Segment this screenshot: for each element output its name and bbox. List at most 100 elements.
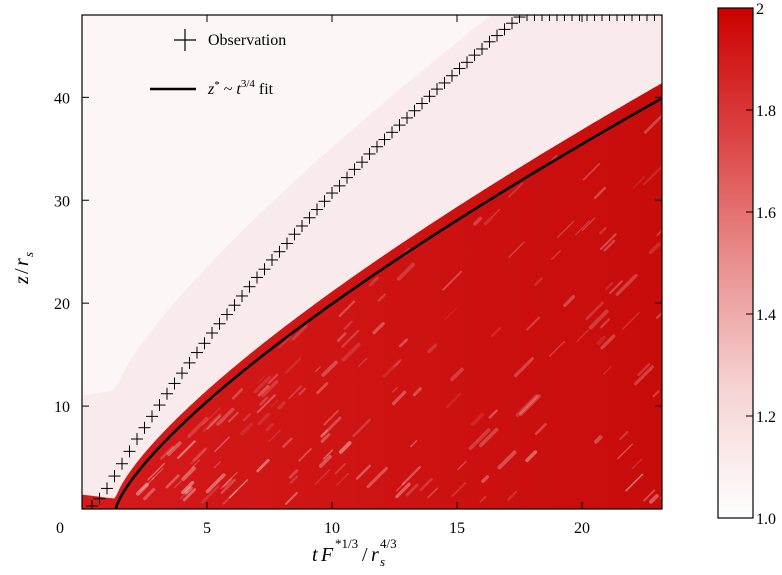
x-tick-label: 10: [324, 520, 340, 537]
heatmap-streak: [427, 487, 439, 499]
heatmap-streak: [292, 324, 309, 341]
heatmap-streak: [549, 341, 565, 357]
heatmap-streak: [202, 412, 222, 433]
heatmap-streak: [643, 489, 656, 502]
observation-marker: [108, 470, 121, 483]
y-axis-title: z / r s: [11, 252, 36, 285]
heatmap-streak: [191, 459, 201, 469]
heatmap-streak: [318, 454, 332, 468]
heatmap-streak: [355, 464, 371, 480]
heatmap-streak: [596, 335, 606, 346]
heatmap-streak: [288, 385, 303, 400]
heatmap-streak: [398, 338, 409, 348]
heatmap-streak: [368, 276, 379, 287]
observation-marker: [648, 15, 661, 21]
observation-marker: [86, 499, 98, 509]
heatmap-streak: [470, 412, 484, 427]
heatmap-streak: [231, 388, 243, 400]
svg-text:s: s: [380, 554, 385, 569]
observation-marker: [281, 237, 293, 250]
legend-label-fit: z* ~ t3/4 fit: [207, 78, 274, 98]
heatmap-streak: [656, 229, 662, 237]
heatmap-streak: [508, 182, 524, 198]
observation-marker: [221, 308, 233, 321]
observation-marker: [348, 163, 361, 176]
observation-marker: [153, 399, 166, 412]
heatmap-streak: [257, 375, 266, 384]
observation-marker: [401, 111, 413, 124]
heatmap-streak: [450, 367, 464, 382]
heatmap-streaks: [136, 114, 662, 505]
heatmap-streak: [497, 450, 517, 470]
observation-marker: [528, 15, 541, 21]
observation-marker: [573, 15, 586, 21]
observation-marker: [513, 15, 526, 24]
legend-entry-fit: z* ~ t3/4 fit: [150, 78, 274, 98]
observation-marker: [641, 15, 653, 21]
heatmap-streak: [483, 216, 494, 226]
colorbar-tick-label: 1.8: [756, 103, 776, 120]
heatmap-streak: [599, 227, 607, 235]
svg-text:r: r: [11, 258, 33, 266]
heatmap-streak: [316, 382, 329, 395]
observation-marker: [183, 356, 196, 369]
heatmap-streak: [220, 478, 236, 495]
heatmap-streak: [563, 295, 576, 308]
heatmap-streak: [298, 447, 312, 462]
observation-marker: [536, 15, 548, 21]
heatmap-streak: [323, 409, 339, 426]
y-tick-label: 10: [54, 399, 70, 416]
heatmap-streak: [256, 394, 276, 414]
svg-text:4/3: 4/3: [380, 536, 397, 551]
heatmap-streak: [267, 373, 279, 385]
heatmap-streak: [557, 220, 575, 238]
heatmap-streak: [478, 427, 499, 448]
heatmap-streak: [652, 390, 660, 398]
heatmap-streak: [519, 394, 541, 416]
observation-marker: [611, 15, 623, 21]
x-tick-label: 15: [449, 520, 465, 537]
heatmap-streak: [341, 329, 360, 348]
heatmap-streak: [259, 396, 269, 406]
observation-marker: [138, 421, 151, 434]
heatmap-streak: [395, 482, 411, 499]
heatmap-streak: [619, 430, 629, 441]
heatmap-streak: [574, 220, 591, 236]
observation-marker: [326, 187, 338, 200]
heatmap-streak: [600, 334, 616, 350]
heatmap-streak: [268, 429, 281, 443]
observation-marker: [161, 387, 173, 400]
heatmap-streak: [392, 386, 398, 393]
heatmap-streak: [181, 466, 196, 481]
heatmap-streak: [177, 440, 196, 459]
observation-marker: [461, 56, 473, 69]
heatmap-streak: [551, 250, 561, 260]
heatmap-streak: [206, 415, 222, 430]
svg-text:r: r: [371, 544, 379, 566]
observation-marker: [206, 327, 218, 340]
heatmap-streak: [377, 293, 386, 302]
observation-marker: [258, 263, 271, 276]
heatmap-streak: [166, 441, 182, 456]
heatmap-streak: [602, 365, 612, 375]
heatmap-streak: [468, 428, 491, 451]
colorbar-tick-label: 1.6: [756, 205, 776, 222]
observation-marker: [378, 133, 391, 146]
heatmap-streak: [625, 473, 644, 492]
x-tick-label: 5: [203, 520, 211, 537]
observation-marker: [341, 171, 353, 184]
observation-marker: [288, 228, 301, 241]
heatmap-streak: [479, 495, 487, 503]
observation-marker: [438, 76, 451, 89]
heatmap-streak: [160, 445, 175, 460]
y-tick-label: 30: [54, 193, 70, 210]
observation-marker: [498, 23, 511, 36]
observation-marker: [431, 83, 443, 96]
heatmap-streak: [581, 217, 596, 232]
heatmap-streak: [515, 394, 539, 417]
observation-marker: [543, 15, 556, 21]
heatmap-streak: [257, 412, 270, 426]
heatmap-streak: [405, 483, 419, 497]
heatmap-streak: [184, 486, 193, 495]
